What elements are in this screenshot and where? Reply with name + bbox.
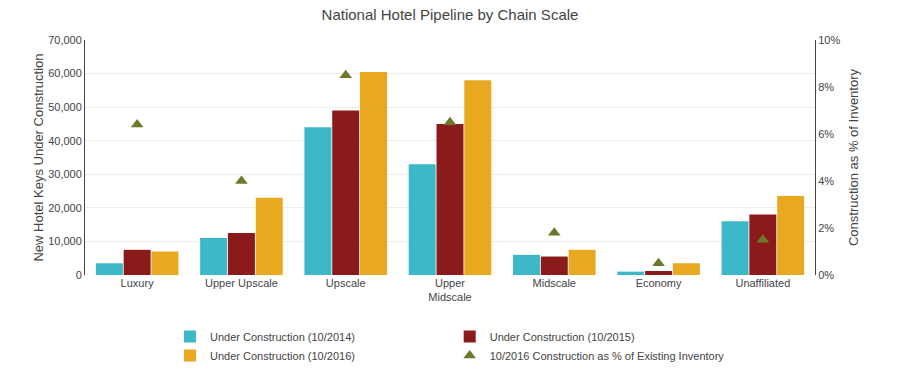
svg-text:20,000: 20,000 [48, 202, 82, 214]
svg-text:10%: 10% [818, 34, 840, 46]
svg-text:Upper Upscale: Upper Upscale [205, 277, 278, 289]
svg-text:New Hotel Keys Under Construct: New Hotel Keys Under Construction [31, 53, 46, 261]
svg-text:0: 0 [76, 269, 82, 281]
svg-text:Upscale: Upscale [326, 277, 366, 289]
svg-text:Construction as % of Inventory: Construction as % of Inventory [846, 68, 861, 246]
svg-text:8%: 8% [818, 81, 834, 93]
svg-text:50,000: 50,000 [48, 101, 82, 113]
svg-text:70,000: 70,000 [48, 34, 82, 46]
svg-text:Midscale: Midscale [533, 277, 576, 289]
svg-text:Luxury: Luxury [121, 277, 155, 289]
svg-text:60,000: 60,000 [48, 67, 82, 79]
svg-text:Under Construction (10/2015): Under Construction (10/2015) [490, 331, 635, 343]
svg-text:0%: 0% [818, 269, 834, 281]
svg-text:4%: 4% [818, 175, 834, 187]
svg-text:UpperMidscale: UpperMidscale [428, 277, 471, 303]
svg-text:National Hotel Pipeline by Cha: National Hotel Pipeline by Chain Scale [322, 6, 579, 23]
svg-text:6%: 6% [818, 128, 834, 140]
svg-text:2%: 2% [818, 222, 834, 234]
svg-text:Under Construction (10/2014): Under Construction (10/2014) [210, 331, 355, 343]
svg-text:10,000: 10,000 [48, 235, 82, 247]
svg-text:Unaffiliated: Unaffiliated [735, 277, 790, 289]
svg-text:30,000: 30,000 [48, 168, 82, 180]
svg-text:Under Construction (10/2016): Under Construction (10/2016) [210, 350, 355, 362]
svg-text:40,000: 40,000 [48, 135, 82, 147]
svg-text:Economy: Economy [636, 277, 682, 289]
svg-text:10/2016 Construction as % of E: 10/2016 Construction as % of Existing In… [490, 350, 725, 362]
